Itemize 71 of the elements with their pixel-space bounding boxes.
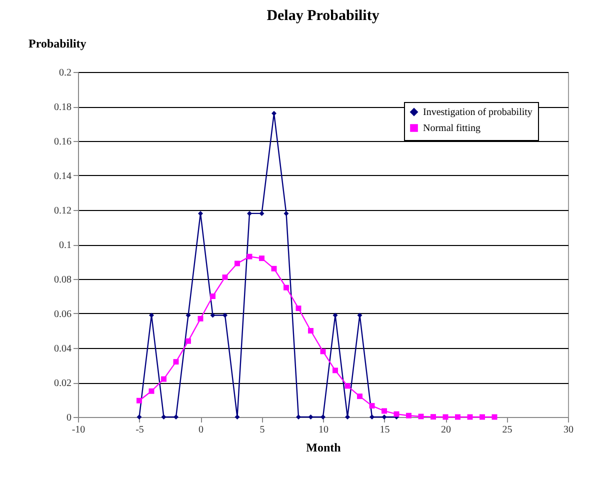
y-tick-label: 0.02 xyxy=(54,378,72,389)
legend-label: Normal fitting xyxy=(423,123,480,134)
x-axis-title: Month xyxy=(306,440,342,454)
point xyxy=(247,210,252,216)
x-tick-label: 0 xyxy=(198,424,204,436)
x-tick-label: -10 xyxy=(72,424,86,436)
point xyxy=(308,414,314,420)
point xyxy=(222,312,228,318)
point xyxy=(296,306,302,312)
y-tick-label: 0.06 xyxy=(54,309,72,320)
x-tick-label: 20 xyxy=(441,424,451,436)
y-tick-label: 0.12 xyxy=(54,206,72,216)
point xyxy=(174,414,178,420)
point xyxy=(406,412,412,418)
point xyxy=(271,266,277,272)
point xyxy=(259,210,264,216)
y-axis-title: Probability xyxy=(28,36,86,50)
point xyxy=(246,254,252,260)
point xyxy=(480,414,485,420)
point xyxy=(161,376,166,382)
point xyxy=(136,398,142,404)
x-tick-label: 30 xyxy=(564,424,574,436)
point xyxy=(173,359,179,365)
point xyxy=(357,394,362,400)
point xyxy=(308,328,314,334)
x-tick-label: 10 xyxy=(318,424,328,436)
point xyxy=(296,414,301,420)
point xyxy=(136,414,142,420)
y-tick-label: 0.2 xyxy=(59,68,72,78)
x-tick-label: -5 xyxy=(136,424,144,436)
point xyxy=(210,312,216,318)
point xyxy=(234,260,240,266)
point xyxy=(234,414,240,420)
point xyxy=(149,312,154,318)
point xyxy=(332,368,338,374)
point xyxy=(198,210,203,216)
point xyxy=(382,408,387,414)
point xyxy=(320,414,326,420)
point xyxy=(418,414,424,420)
legend-label: Investigation of probability xyxy=(423,107,532,118)
y-tick-label: 0.1 xyxy=(59,240,72,251)
point xyxy=(161,414,166,420)
x-tick-label: 5 xyxy=(260,424,265,436)
point xyxy=(272,110,276,116)
point xyxy=(222,274,228,280)
point xyxy=(284,284,289,290)
point xyxy=(369,403,375,409)
y-tick-label: 0.18 xyxy=(54,102,72,113)
point xyxy=(382,414,387,420)
point xyxy=(455,414,460,420)
x-tick-label: 15 xyxy=(380,424,390,436)
point xyxy=(148,388,154,394)
point xyxy=(259,256,264,262)
chart-title: Delay Probability xyxy=(266,8,380,24)
y-tick-label: 0.08 xyxy=(54,274,72,286)
y-tick-label: 0 xyxy=(66,412,72,424)
point xyxy=(320,348,326,354)
y-tick-label: 0.04 xyxy=(54,344,72,354)
point xyxy=(394,411,400,417)
point xyxy=(370,414,374,420)
point xyxy=(210,294,216,299)
point xyxy=(345,414,350,420)
point xyxy=(344,383,350,389)
point xyxy=(284,210,289,216)
point xyxy=(186,312,191,318)
y-tick-label: 0.14 xyxy=(54,171,72,182)
point xyxy=(198,316,204,322)
x-tick-label: 25 xyxy=(502,424,512,436)
point xyxy=(186,338,191,344)
y-tick-label: 0.16 xyxy=(54,136,72,148)
point xyxy=(430,414,436,420)
